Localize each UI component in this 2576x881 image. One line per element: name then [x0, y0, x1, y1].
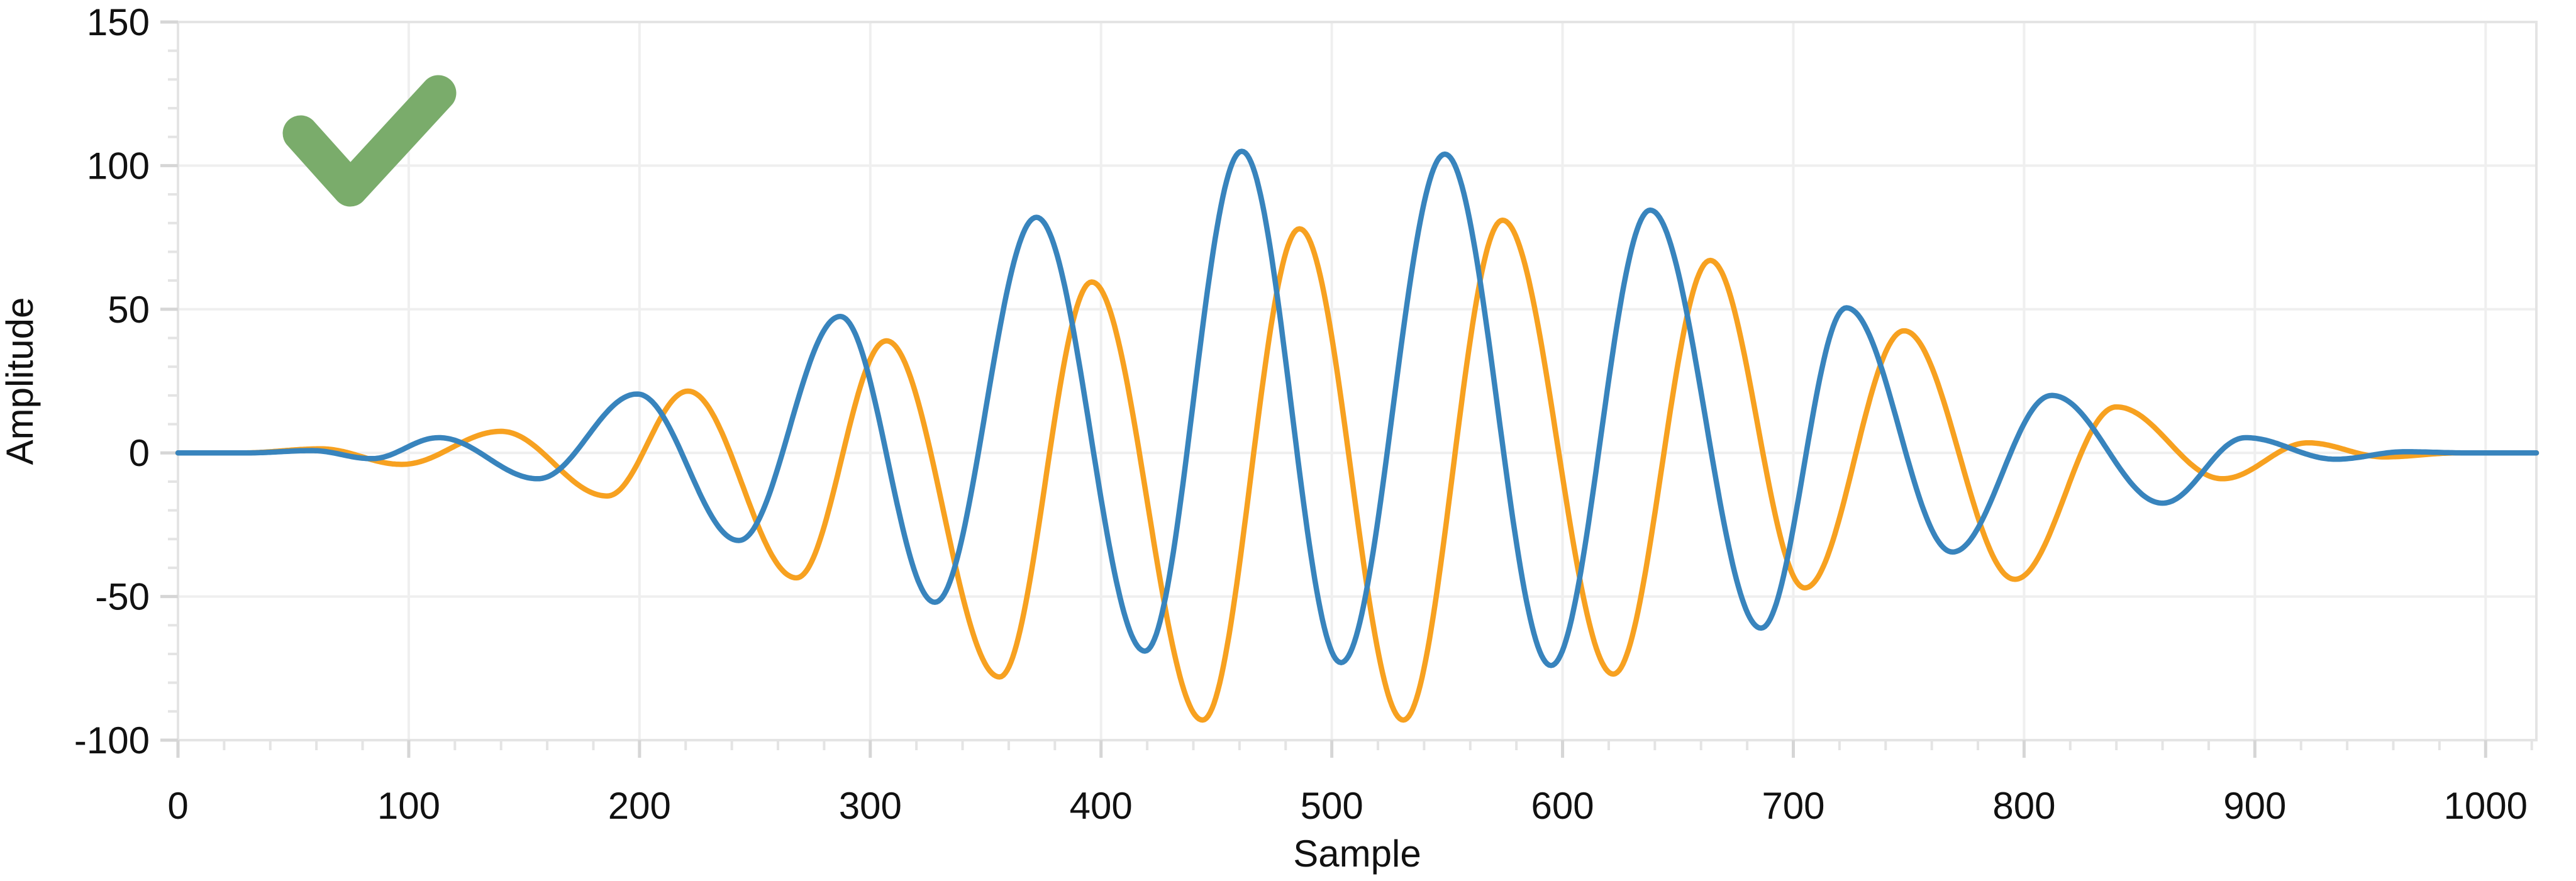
x-tick-label: 600 [1531, 785, 1594, 827]
x-tick-label: 200 [608, 785, 671, 827]
x-axis-label: Sample [1293, 833, 1421, 875]
tick-labels: 0 100 200 300 400 500 600 700 800 900 1000 -100 -50 0… [74, 1, 2528, 827]
y-tick-label: -100 [74, 719, 150, 762]
y-axis-label: Amplitude [0, 297, 41, 465]
y-tick-label: 150 [87, 1, 150, 43]
x-tick-label: 800 [1992, 785, 2055, 827]
annotations [282, 75, 457, 207]
y-tick-label: -50 [95, 576, 150, 618]
plot-frame [177, 21, 2538, 741]
signal-orange-line [175, 217, 2540, 723]
y-tick-label: 100 [87, 145, 150, 187]
x-tick-label: 100 [377, 785, 440, 827]
y-tick-label: 50 [108, 289, 150, 331]
x-tick-label: 300 [839, 785, 902, 827]
x-tick-label: 400 [1070, 785, 1133, 827]
x-tick-label: 1000 [2444, 785, 2528, 827]
x-tick-label: 700 [1762, 785, 1824, 827]
signal-blue-line [175, 148, 2540, 668]
axis-ticks [160, 20, 2533, 758]
y-tick-label: 0 [129, 432, 150, 474]
x-tick-label: 500 [1301, 785, 1363, 827]
checkmark-icon [282, 75, 457, 207]
axis-spines [177, 21, 2538, 741]
x-tick-label: 0 [167, 785, 188, 827]
x-tick-label: 900 [2223, 785, 2286, 827]
series-lines [175, 148, 2540, 723]
